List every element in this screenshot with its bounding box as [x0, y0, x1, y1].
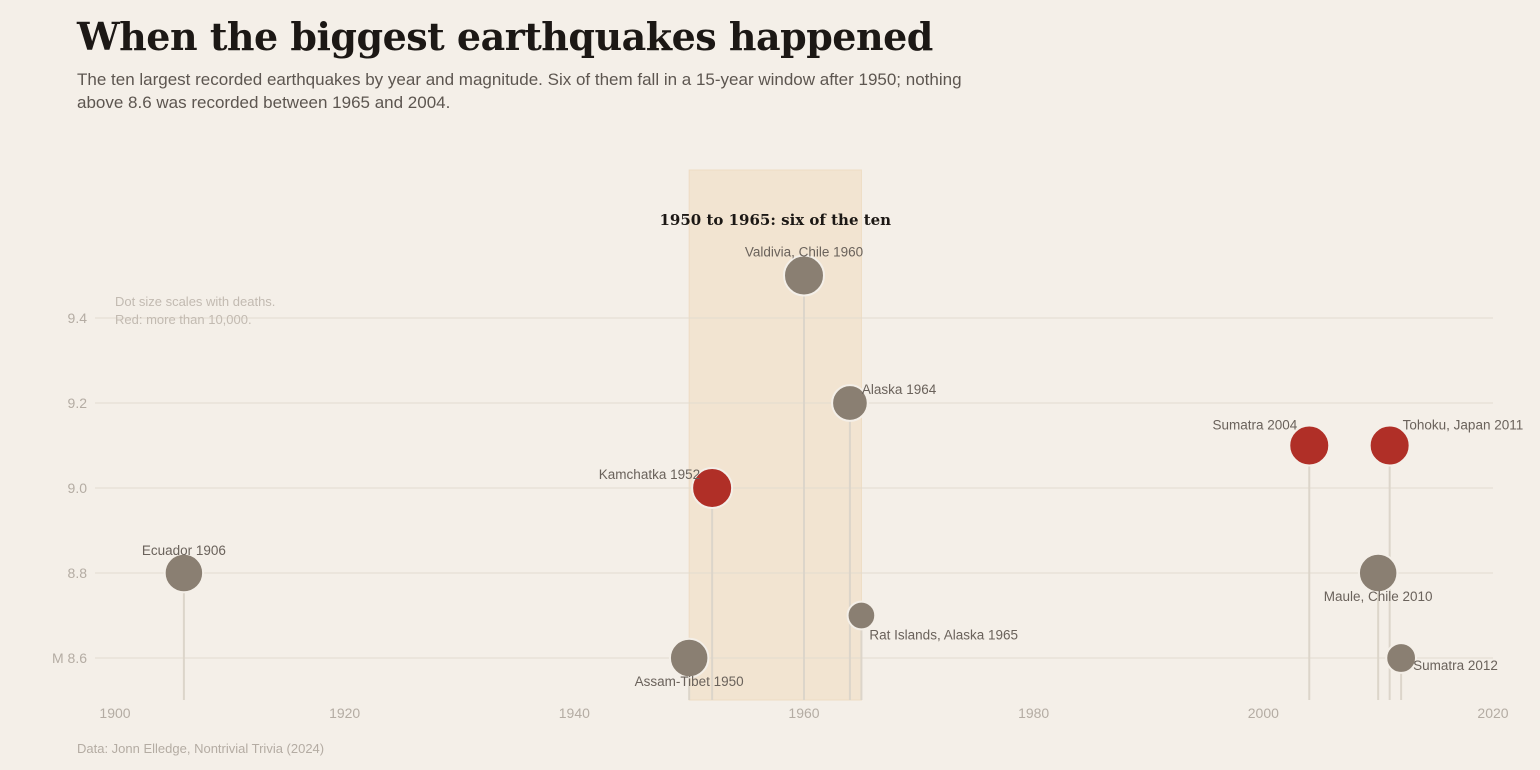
dot-layer	[163, 254, 1418, 679]
earthquake-dot	[668, 637, 710, 679]
earthquake-dot	[1357, 552, 1399, 594]
earthquake-dot	[163, 552, 205, 594]
x-tick-label: 1960	[788, 705, 819, 721]
earthquake-label: Assam-Tibet 1950	[635, 674, 744, 689]
chart-title: When the biggest earthquakes happened	[77, 14, 933, 59]
earthquake-label: Tohoku, Japan 2011	[1403, 418, 1524, 433]
x-tick-label: 1920	[329, 705, 360, 721]
x-tick-label: 1900	[99, 705, 130, 721]
chart-note-line: Red: more than 10,000.	[115, 312, 252, 327]
earthquake-dot	[691, 467, 734, 509]
highlight-band-label: 1950 to 1965: six of the ten	[659, 211, 891, 229]
earthquake-label: Kamchatka 1952	[599, 467, 700, 482]
earthquake-dot	[846, 600, 877, 631]
y-tick-label: 9.2	[68, 395, 88, 411]
data-source: Data: Jonn Elledge, Nontrivial Trivia (2…	[77, 741, 325, 756]
earthquake-label: Ecuador 1906	[142, 543, 226, 558]
earthquake-label: Sumatra 2012	[1413, 658, 1498, 673]
earthquake-label: Sumatra 2004	[1212, 418, 1297, 433]
earthquake-dot	[831, 384, 869, 422]
earthquake-label: Alaska 1964	[862, 382, 937, 397]
earthquake-label: Maule, Chile 2010	[1324, 589, 1433, 604]
earthquake-label: Valdivia, Chile 1960	[745, 245, 863, 260]
y-tick-label: 9.4	[68, 310, 88, 326]
label-layer: 1950 to 1965: six of the ten Dot size sca…	[115, 211, 1523, 689]
chart-subtitle: The ten largest recorded earthquakes by …	[77, 70, 962, 112]
earthquake-dot	[783, 254, 825, 297]
axis-layer: M 8.6 8.8 9.0 9.2 9.4 1900 1920 1940 1960 1980 200…	[52, 310, 1509, 721]
y-tick-label: M 8.6	[52, 650, 87, 666]
earthquake-dot	[1385, 642, 1418, 674]
earthquake-dot	[1368, 424, 1411, 467]
y-tick-label: 8.8	[68, 565, 88, 581]
x-tick-label: 2020	[1477, 705, 1508, 721]
x-tick-label: 1980	[1018, 705, 1049, 721]
x-tick-label: 1940	[559, 705, 590, 721]
y-tick-label: 9.0	[68, 480, 88, 496]
highlight-band	[688, 169, 862, 701]
x-tick-label: 2000	[1248, 705, 1279, 721]
earthquake-label: Rat Islands, Alaska 1965	[869, 628, 1018, 643]
earthquake-dot	[1288, 424, 1331, 467]
chart-note-line: Dot size scales with deaths.	[115, 294, 275, 309]
highlight-band-layer	[688, 169, 862, 701]
grid-layer	[95, 317, 1493, 659]
